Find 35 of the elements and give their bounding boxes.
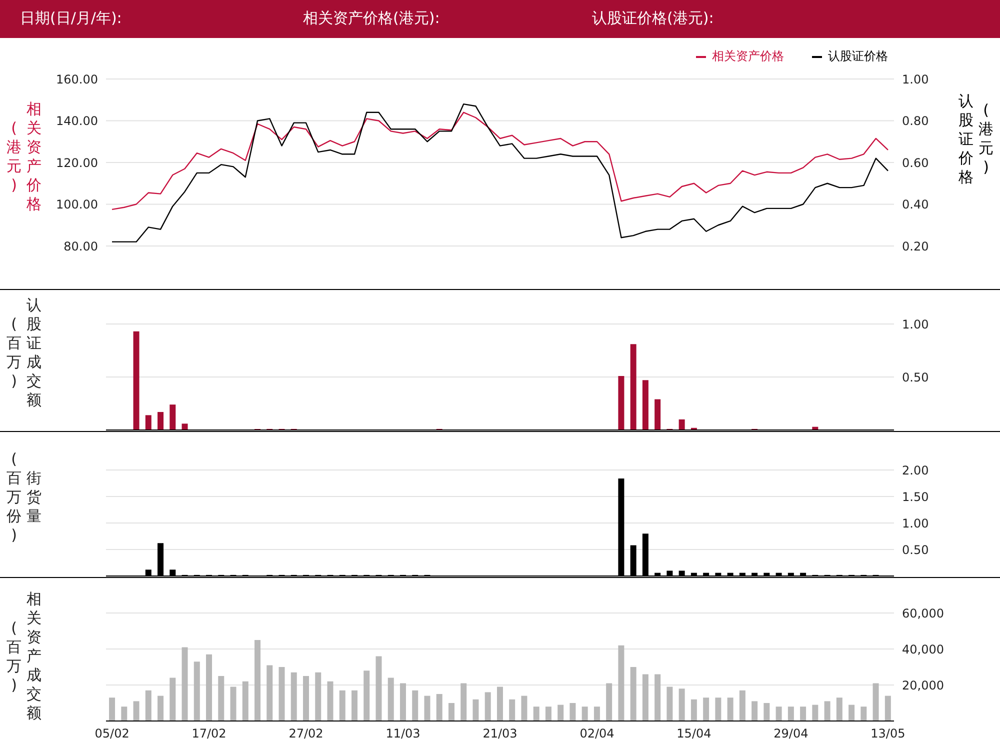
y-tick-label: 1.00 <box>902 317 929 332</box>
x-tick-label: 11/03 <box>386 726 420 741</box>
y-tick-label: 160.00 <box>56 72 98 86</box>
x-tick-label: 15/04 <box>676 726 712 741</box>
text: 日期(日/月/年): <box>20 9 122 28</box>
x-tick-label: 21/03 <box>482 726 518 741</box>
x-tick-label: 05/02 <box>94 726 130 741</box>
y-tick-label: 1.50 <box>902 490 929 504</box>
x-tick-label: 29/04 <box>774 726 808 741</box>
y-tick-label: 1.00 <box>902 516 929 530</box>
y2-tick-label: 0.80 <box>902 114 929 128</box>
y-tick-label: 40,000 <box>902 642 944 656</box>
y2-tick-label: 0.20 <box>902 239 929 254</box>
x-tick-label: 17/02 <box>192 726 226 741</box>
y-tick-label: 2.00 <box>902 463 929 478</box>
text: 认股证价格(港元): <box>592 9 714 28</box>
text: 街货量(百万份) <box>6 450 42 544</box>
y-tick-label: 60,000 <box>902 606 944 620</box>
legend-label: 相关资产价格 <box>712 48 784 65</box>
y-tick-label: 0.50 <box>902 542 929 557</box>
y-tick-label: 80.00 <box>64 239 98 254</box>
y2-tick-label: 0.40 <box>902 198 929 212</box>
y2-tick-label: 0.60 <box>902 156 929 170</box>
y-tick-label: 140.00 <box>56 114 98 128</box>
legend-label: 认股证价格 <box>828 48 888 65</box>
y-tick-label: 0.50 <box>902 370 929 384</box>
text: 相关资产价格(港元): <box>303 9 440 28</box>
text: 认股证成交额(百万) <box>6 296 42 409</box>
x-tick-label: 13/05 <box>870 726 906 741</box>
x-tick-label: 27/02 <box>288 726 324 741</box>
text: 相关资产价格(港元) <box>6 100 42 213</box>
y-tick-label: 20,000 <box>902 678 944 692</box>
y-tick-label: 100.00 <box>56 198 98 212</box>
y-tick-label: 120.00 <box>56 156 98 170</box>
x-tick-label: 02/04 <box>580 726 614 741</box>
